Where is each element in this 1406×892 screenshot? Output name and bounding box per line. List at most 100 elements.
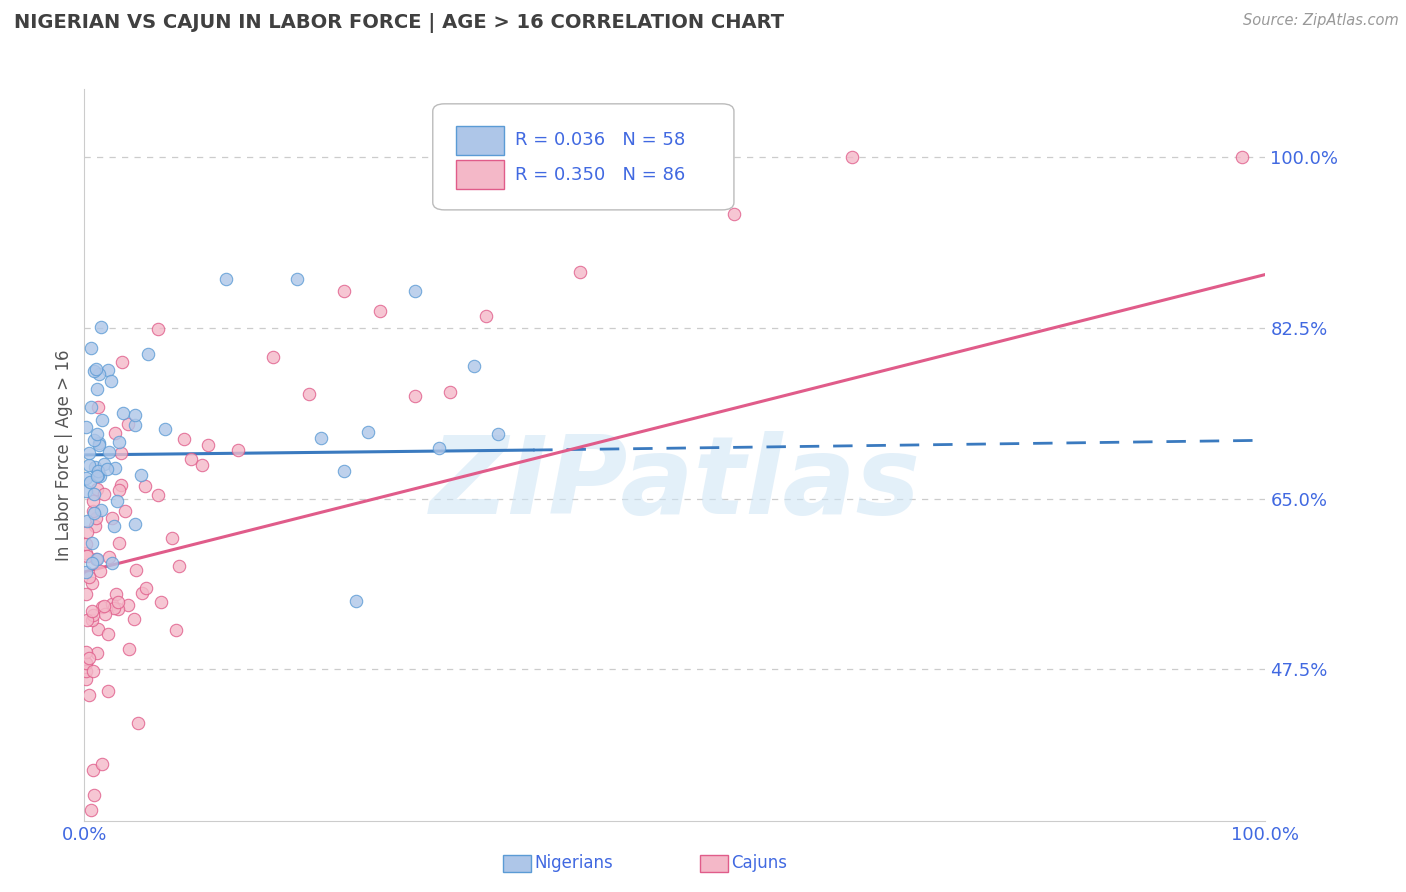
Point: [103, 519, 125, 533]
Point: [75, 419, 97, 434]
Point: [75, 587, 97, 601]
Point: [83, 364, 105, 378]
Point: [93, 457, 115, 471]
Point: [87, 368, 110, 382]
Point: [333, 464, 356, 478]
Y-axis label: In Labor Force | Age > 16: In Labor Force | Age > 16: [55, 349, 73, 561]
Text: ZIPatlas: ZIPatlas: [429, 431, 921, 537]
Point: [83, 506, 105, 520]
Point: [162, 531, 184, 545]
Point: [148, 488, 170, 502]
Point: [357, 425, 380, 439]
Bar: [457, 126, 503, 155]
Point: [75, 483, 97, 498]
Point: [167, 559, 190, 574]
Point: [146, 322, 169, 336]
Point: [76, 525, 98, 540]
Point: [344, 594, 367, 608]
Point: [112, 406, 135, 420]
Point: [86, 646, 108, 660]
FancyBboxPatch shape: [433, 103, 734, 210]
Point: [83, 486, 105, 500]
Point: [108, 434, 131, 449]
Point: [439, 385, 461, 400]
Point: [110, 446, 132, 460]
Point: [173, 432, 195, 446]
Point: [75, 665, 97, 679]
Point: [79, 475, 101, 489]
Point: [427, 442, 450, 456]
Point: [75, 672, 97, 686]
Point: [298, 386, 321, 401]
Point: [569, 265, 592, 279]
Point: [150, 595, 173, 609]
Point: [91, 413, 114, 427]
Point: [105, 493, 128, 508]
Point: [127, 715, 149, 730]
Point: [100, 374, 122, 388]
Point: [80, 613, 103, 627]
Point: [191, 458, 214, 472]
Point: [122, 612, 145, 626]
Point: [82, 608, 104, 623]
Point: [107, 602, 129, 616]
Point: [82, 494, 104, 508]
Point: [83, 518, 105, 533]
Point: [86, 427, 108, 442]
Point: [80, 341, 103, 355]
Point: [108, 483, 131, 498]
Point: [463, 359, 485, 373]
Point: [82, 604, 104, 618]
Point: [94, 607, 117, 621]
Point: [180, 452, 202, 467]
Point: [89, 469, 111, 483]
Point: [134, 479, 156, 493]
Text: Cajuns: Cajuns: [731, 855, 787, 872]
Point: [107, 595, 129, 609]
Point: [76, 514, 98, 528]
Point: [114, 504, 136, 518]
Point: [90, 503, 112, 517]
Point: [84, 552, 107, 566]
Point: [77, 651, 100, 665]
Point: [89, 435, 111, 450]
Point: [76, 549, 98, 564]
Point: [91, 600, 114, 615]
Point: [100, 511, 122, 525]
Point: [104, 425, 127, 440]
Text: Source: ZipAtlas.com: Source: ZipAtlas.com: [1243, 13, 1399, 29]
Point: [91, 757, 114, 772]
Text: NIGERIAN VS CAJUN IN LABOR FORCE | AGE > 16 CORRELATION CHART: NIGERIAN VS CAJUN IN LABOR FORCE | AGE >…: [14, 13, 785, 33]
Point: [87, 468, 110, 483]
Point: [664, 151, 686, 165]
Point: [87, 464, 110, 478]
Point: [87, 400, 110, 414]
Point: [75, 546, 97, 560]
Point: [131, 585, 153, 599]
Point: [104, 587, 127, 601]
Point: [75, 537, 97, 551]
Point: [404, 284, 426, 298]
Point: [89, 564, 111, 578]
Point: [124, 409, 146, 423]
Point: [104, 461, 127, 475]
Point: [226, 442, 249, 457]
Point: [124, 517, 146, 532]
Text: R = 0.036   N = 58: R = 0.036 N = 58: [516, 131, 686, 149]
Point: [111, 355, 134, 369]
Point: [97, 363, 120, 377]
Point: [125, 563, 148, 577]
Point: [86, 469, 108, 483]
Point: [197, 438, 219, 452]
Point: [97, 684, 120, 698]
Point: [723, 207, 745, 221]
Point: [165, 624, 187, 638]
Point: [475, 309, 498, 323]
Point: [80, 400, 103, 414]
Point: [83, 459, 105, 474]
Point: [522, 179, 544, 194]
Point: [93, 487, 115, 501]
Text: Nigerians: Nigerians: [534, 855, 613, 872]
Point: [333, 284, 356, 298]
Point: [87, 622, 110, 636]
